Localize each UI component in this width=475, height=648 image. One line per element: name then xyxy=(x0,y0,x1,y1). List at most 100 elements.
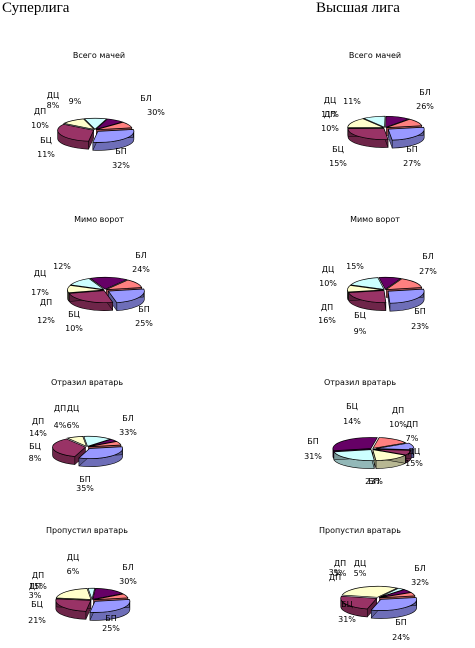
slice-value-label: 23% xyxy=(365,477,383,486)
pie-slice-БЦ xyxy=(372,437,407,449)
slice-category-label: БЛ xyxy=(414,564,426,573)
slice-category-label: ДП xyxy=(40,298,52,307)
pie-chart-1: Всего мачей БЛ 30% БП 32% БЦ 11% ДП 10% ДЦ8% 9% xyxy=(31,51,165,170)
pie-slice-ДП xyxy=(92,588,124,600)
pie-slice-БП xyxy=(57,123,95,142)
slice-category-label: ДЦ xyxy=(34,269,46,278)
slice-category-label: БЦ xyxy=(40,136,52,145)
pie-slice-БП xyxy=(333,449,375,461)
slice-category-label: БЦ xyxy=(332,145,344,154)
slice-category-label: ДП xyxy=(324,110,336,119)
pie-slice-unlabeled xyxy=(386,118,423,128)
column-title-vysshaya-liga: Высшая лига xyxy=(316,0,400,16)
slice-value-label: 10% xyxy=(319,279,337,288)
chart-title: Всего мачей xyxy=(349,51,401,60)
pie-chart-6: Отразил вратарьДП10%ДП7%ДЦ15%БП23%БП31%Б… xyxy=(304,378,423,486)
slice-category-label: БЦ xyxy=(346,402,358,411)
slice-category-label: БЛ xyxy=(122,414,134,423)
pie-slice-БЛ xyxy=(370,597,418,611)
slice-value-label: 15% xyxy=(29,582,47,591)
slice-value-label: 14% xyxy=(29,429,47,438)
slice-value-label: 31% xyxy=(304,452,322,461)
slice-value-label: 12% xyxy=(53,262,71,271)
slice-value-label: 24% xyxy=(132,265,150,274)
slice-value-label: 3% xyxy=(329,568,342,577)
column-title-superliga: Суперлига xyxy=(2,0,70,16)
slice-category-label: БП xyxy=(414,307,426,316)
slice-value-label: 9% xyxy=(69,97,82,106)
slice-category-label: ДП xyxy=(54,404,66,413)
slice-category-label: БП xyxy=(115,147,127,156)
slice-value-label: 27% xyxy=(403,159,421,168)
slice-category-label: ДЦ xyxy=(67,553,79,562)
slice-category-label: БП xyxy=(406,145,418,154)
pie-slice-ДП xyxy=(362,115,386,128)
slice-value-label: 23% xyxy=(411,322,429,331)
slice-category-label: ДП xyxy=(32,417,44,426)
slice-value-label: 32% xyxy=(411,578,429,587)
pie-slice-БЦ xyxy=(55,588,92,600)
slice-category-label: ДП xyxy=(32,571,44,580)
slice-value-label: 32% xyxy=(112,161,130,170)
slice-category-label: ДЦ xyxy=(67,404,79,413)
slice-value-label: 21% xyxy=(28,616,46,625)
pie-slice-ДЦ xyxy=(379,592,416,599)
pie-slice-БЛ xyxy=(387,126,425,141)
slice-value-label: 30% xyxy=(147,108,165,117)
slice-category-label: БЦ xyxy=(354,311,366,320)
slice-value-label: 11% xyxy=(321,110,339,119)
pie-slice-БЦ xyxy=(62,118,96,130)
pie-slice-БП xyxy=(348,290,387,303)
slice-value-label: 5% xyxy=(334,569,347,578)
slice-value-label: 4% xyxy=(54,421,67,430)
slice-category-label: ДП xyxy=(29,582,41,591)
pie-slice-БП xyxy=(332,437,378,452)
pie-slice-ДЦ xyxy=(88,441,122,448)
pie-chart-7: Пропустил вратарьБЛ30%БП25%БЦ21%ДП3%ДП15… xyxy=(28,526,137,633)
pie-slice-ДЦ xyxy=(372,449,407,461)
slice-value-label: 15% xyxy=(346,262,364,271)
slice-value-label: 8% xyxy=(47,101,60,110)
slice-value-label: 5% xyxy=(354,569,367,578)
slice-category-label: БП xyxy=(138,305,150,314)
pie-chart-2: Всего мачей БЛ 26% БП 27% БЦ 15% ДП 10% ДЦ 11% 11% xyxy=(321,51,434,168)
slice-category-label: ДП xyxy=(406,420,418,429)
slice-value-label: 15% xyxy=(405,459,423,468)
slice-value-label: 11% xyxy=(37,150,55,159)
slice-value-label: 3% xyxy=(29,591,42,600)
pie-slice-БЦ xyxy=(341,585,399,598)
pie-slice-БП xyxy=(55,598,92,612)
slice-category-label: БП xyxy=(79,475,91,484)
pie-slice-БЦ xyxy=(66,436,88,447)
slice-value-label: 10% xyxy=(389,420,407,429)
pie-chart-3: Мимо ворот БЛ 24% БП 25% БЦ 10% ДП 12% ДЦ 17% 12% xyxy=(31,215,153,333)
pie-slice-БЛ xyxy=(387,288,425,304)
pie-slice-БП xyxy=(340,595,378,610)
slice-category-label: БЛ xyxy=(140,94,152,103)
slice-category-label: БЦ xyxy=(341,600,353,609)
pie-slice-ДЦ xyxy=(89,276,128,290)
slice-value-label: 26% xyxy=(416,102,434,111)
slice-value-label: 10% xyxy=(321,124,339,133)
slice-value-label: 9% xyxy=(354,327,367,336)
slice-category-label: ДЦ xyxy=(408,447,420,456)
slice-value-label: 17% xyxy=(31,288,49,297)
pie-slice-ДП xyxy=(87,587,96,601)
slice-category-label: ДП xyxy=(392,406,404,415)
pie-slice-unlabeled xyxy=(384,278,423,290)
pie-slice-ДП xyxy=(373,448,412,456)
slice-category-label: ДП xyxy=(334,559,346,568)
pie-chart-8: Пропустил вратарьБЛ32%БП24%БЦ31%ДП3%ДП5%… xyxy=(319,526,429,642)
slice-value-label: 6% xyxy=(67,421,80,430)
slice-value-label: 10% xyxy=(31,121,49,130)
slice-value-label: 10% xyxy=(65,324,83,333)
pie-slice-ДП xyxy=(349,277,385,290)
pie-slice-ДЦ xyxy=(378,276,402,290)
slice-category-label: ДЦ xyxy=(324,96,336,105)
slice-category-label: БЛ xyxy=(122,563,134,572)
pie-slice-ДЦ xyxy=(95,118,124,130)
pie-slice-БЛ xyxy=(92,129,135,143)
pie-slice-ДЦ xyxy=(93,593,129,601)
slice-category-label: БП xyxy=(307,437,319,446)
slice-category-label: ДЦ xyxy=(322,265,334,274)
